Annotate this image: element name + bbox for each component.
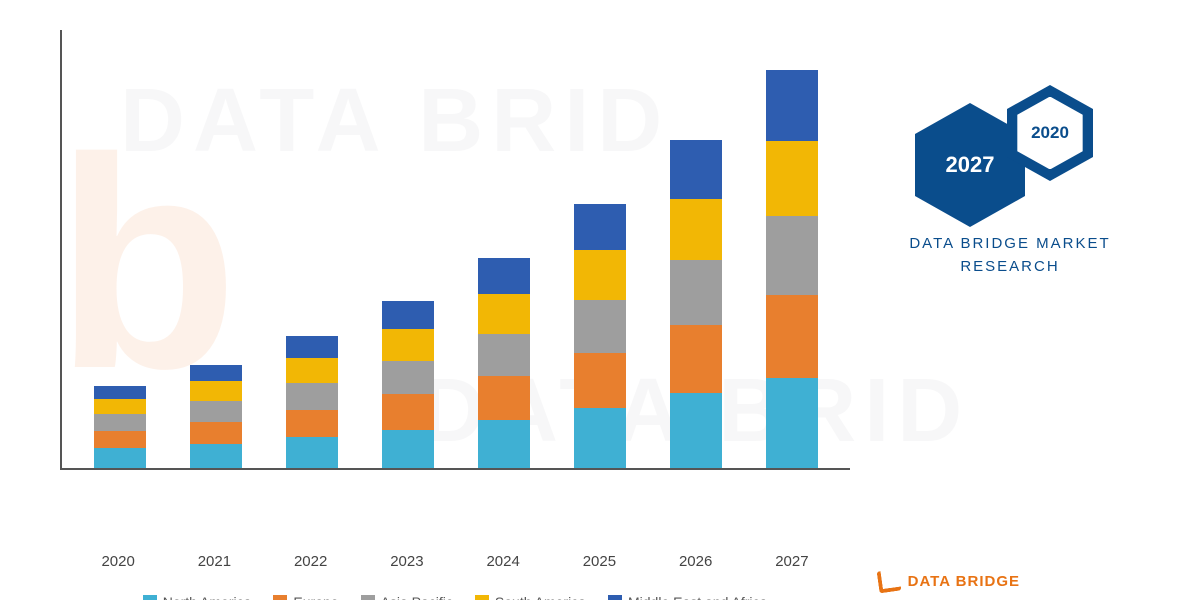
bar-segment (670, 260, 722, 325)
bar-segment (94, 399, 146, 414)
hex-start-year-label: 2020 (1031, 123, 1069, 143)
bar-segment (94, 448, 146, 468)
bar-segment (574, 250, 626, 300)
bar-segment (766, 141, 818, 216)
legend-swatch (143, 595, 157, 600)
bar-segment (94, 431, 146, 449)
bar-group (62, 30, 850, 468)
bar-segment (382, 301, 434, 330)
x-axis-tick-label: 2024 (477, 553, 529, 570)
chart-legend: North America Europe Asia Pacific South Ame… (40, 594, 870, 600)
bar-segment (766, 295, 818, 378)
legend-label: Middle East and Africa (628, 594, 767, 600)
bar-segment (478, 258, 530, 294)
bar-segment (94, 386, 146, 399)
bar-segment (766, 216, 818, 295)
x-axis-tick-label: 2020 (92, 553, 144, 570)
bar-segment (574, 353, 626, 408)
stacked-bar (382, 301, 434, 468)
legend-label: North America (163, 594, 252, 600)
x-axis-tick-label: 2026 (670, 553, 722, 570)
brand-line-1: DATA BRIDGE MARKET (909, 233, 1110, 256)
legend-item: North America (143, 594, 252, 600)
legend-item: Middle East and Africa (608, 594, 767, 600)
x-axis-tick-label: 2027 (766, 553, 818, 570)
legend-label: South America (495, 594, 586, 600)
stacked-bar (286, 336, 338, 468)
stacked-bar (94, 386, 146, 468)
bar-column (478, 258, 530, 468)
stacked-bar (478, 258, 530, 468)
stacked-bar (670, 140, 722, 468)
stacked-bar (190, 365, 242, 468)
legend-label: Asia Pacific (381, 594, 453, 600)
bar-segment (478, 376, 530, 420)
bar-column (574, 204, 626, 468)
bar-segment (478, 334, 530, 376)
bar-segment (670, 199, 722, 261)
bar-segment (190, 422, 242, 444)
brand-text: DATA BRIDGE MARKET RESEARCH (909, 233, 1110, 278)
x-axis-tick-label: 2021 (188, 553, 240, 570)
stacked-bar (574, 204, 626, 468)
bar-column (382, 301, 434, 468)
brand-line-2: RESEARCH (909, 256, 1110, 279)
bar-column (766, 70, 818, 468)
stacked-bar-chart: 20202021202220232024202520262027 North A… (40, 30, 870, 540)
legend-swatch (273, 595, 287, 600)
bar-segment (190, 401, 242, 422)
bar-column (94, 386, 146, 468)
bar-segment (574, 408, 626, 469)
legend-item: Europe (273, 594, 338, 600)
legend-item: South America (475, 594, 586, 600)
bar-segment (382, 361, 434, 394)
bar-segment (382, 430, 434, 469)
legend-label: Europe (293, 594, 338, 600)
legend-swatch (361, 595, 375, 600)
hex-group: 2027 2020 (915, 85, 1105, 215)
bar-segment (190, 365, 242, 382)
bar-segment (478, 294, 530, 334)
bar-segment (286, 358, 338, 383)
footer-brand-text: DATA BRIDGE (908, 573, 1020, 590)
bar-segment (286, 383, 338, 409)
x-axis-tick-label: 2023 (381, 553, 433, 570)
footer-brand-icon (876, 569, 901, 594)
bar-segment (670, 325, 722, 393)
bar-column (190, 365, 242, 468)
bar-segment (670, 393, 722, 468)
legend-swatch (608, 595, 622, 600)
x-axis-tick-label: 2025 (573, 553, 625, 570)
x-axis-tick-label: 2022 (285, 553, 337, 570)
hex-end-year-label: 2027 (946, 152, 995, 178)
bar-segment (670, 140, 722, 198)
chart-plot-area (60, 30, 850, 470)
bar-segment (382, 394, 434, 429)
year-hex-badge: 2027 2020 DATA BRIDGE MARKET RESEARCH (880, 85, 1140, 305)
legend-swatch (475, 595, 489, 600)
bar-segment (286, 336, 338, 358)
bar-segment (382, 329, 434, 361)
bar-column (670, 140, 722, 468)
bar-segment (766, 70, 818, 142)
bar-segment (190, 381, 242, 401)
bar-segment (286, 437, 338, 468)
bar-segment (766, 378, 818, 468)
footer-brand: DATA BRIDGE (878, 570, 1020, 592)
bar-segment (478, 420, 530, 468)
bar-segment (190, 444, 242, 468)
stacked-bar (766, 70, 818, 468)
bar-segment (574, 300, 626, 353)
bar-column (286, 336, 338, 468)
bar-segment (94, 414, 146, 431)
bar-segment (574, 204, 626, 250)
bar-segment (286, 410, 338, 438)
legend-item: Asia Pacific (361, 594, 453, 600)
x-axis-labels: 2020 2021 2022 2023 2024 2025 2026 2027 (60, 553, 850, 570)
